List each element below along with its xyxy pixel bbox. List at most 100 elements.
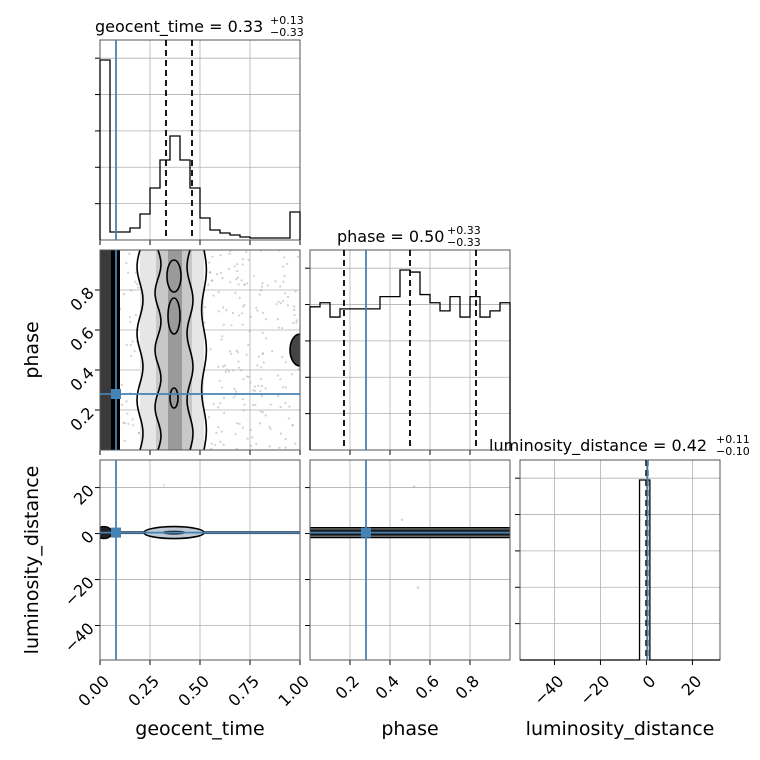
panel-luminosity-distance-vs-geocent-time-yticklabel-2: 0	[77, 527, 98, 548]
panel-phase-vs-geocent-time-point	[245, 282, 249, 285]
panel-phase-vs-geocent-time-point	[120, 383, 123, 386]
panel-phase-vs-geocent-time-point	[227, 370, 231, 373]
panel-phase-vs-geocent-time-plot-area	[100, 250, 300, 450]
panel-phase-vs-geocent-time-point	[275, 303, 278, 306]
panel-phase-vs-geocent-time-point	[249, 381, 252, 384]
panel-phase-vs-geocent-time-point	[128, 252, 131, 255]
panel-phase-vs-geocent-time-point	[261, 331, 264, 334]
panel-phase-vs-geocent-time-point	[243, 283, 246, 286]
panel-phase-vs-geocent-time-point	[255, 306, 258, 310]
panel-phase-vs-geocent-time-point	[230, 324, 233, 327]
panel-phase-vs-geocent-time-point	[269, 427, 272, 431]
panel-phase-vs-geocent-time-yticklabel-0: 0.2	[66, 403, 97, 434]
panel-phase-vs-geocent-time-point	[240, 368, 243, 372]
panel-phase-vs-geocent-time-point	[264, 387, 267, 390]
panel-phase-vs-geocent-time-point	[229, 281, 232, 284]
panel-phase-vs-geocent-time-point	[241, 398, 245, 401]
panel-phase-vs-geocent-time-point	[281, 356, 284, 359]
panel-phase-vs-geocent-time-point	[220, 338, 223, 341]
panel-phase-vs-geocent-time-contour-blob-0	[166, 259, 182, 293]
panel-phase-vs-geocent-time-contour-mid-right	[186, 250, 194, 450]
panel-phase-vs-geocent-time-point	[241, 257, 245, 261]
panel-luminosity-distance-vs-phase-point-1	[416, 586, 420, 589]
panel-phase-vs-geocent-time-point	[247, 375, 251, 378]
panel-phase-vs-geocent-time-point	[242, 305, 245, 308]
panel-phase-vs-geocent-time-point	[122, 293, 126, 296]
panel-phase-vs-geocent-time-point	[260, 289, 263, 292]
panel-phase-vs-geocent-time-point	[248, 330, 251, 333]
panel-phase-vs-geocent-time-point	[245, 375, 249, 378]
panel-phase-vs-geocent-time-point	[208, 271, 211, 274]
hist-luminosity-distance-xticklabel-0: −40	[530, 672, 567, 709]
panel-phase-vs-geocent-time-point	[284, 401, 287, 405]
panel-phase-vs-geocent-time-density-inner	[168, 250, 182, 450]
panel-phase-vs-geocent-time-point	[283, 256, 286, 259]
panel-phase-vs-geocent-time-point	[203, 321, 206, 324]
panel-phase-vs-geocent-time-yticklabel-1: 0.4	[66, 363, 97, 394]
panel-phase-vs-geocent-time-point	[260, 366, 263, 369]
panel-phase-vs-geocent-time-point	[245, 250, 248, 253]
panel-phase-vs-geocent-time-point	[237, 360, 240, 363]
panel-phase-vs-geocent-time-point	[247, 343, 250, 346]
title-phase: phase = 0.50 +0.33 −0.33	[337, 224, 481, 249]
panel-phase-vs-geocent-time-point	[274, 280, 277, 283]
panel-phase-vs-geocent-time-point	[222, 323, 225, 326]
panel-phase-vs-geocent-time-point	[284, 446, 287, 449]
panel-phase-vs-geocent-time-point	[260, 384, 264, 388]
panel-phase-vs-geocent-time-point	[253, 385, 256, 388]
panel-phase-vs-geocent-time-point	[125, 343, 128, 347]
panel-phase-vs-geocent-time: 0.2 0.4 0.6 0.8	[66, 249, 301, 455]
panel-phase-vs-geocent-time-point	[210, 442, 213, 445]
panel-phase-vs-geocent-time-point	[237, 314, 241, 317]
panel-luminosity-distance-vs-phase-point-0	[412, 485, 416, 488]
ylabel-phase: phase	[21, 321, 43, 378]
panel-luminosity-distance-vs-geocent-time-xticklabel-4: 1.00	[274, 672, 313, 711]
panel-phase-vs-geocent-time-contour-blob-1	[167, 297, 181, 335]
panel-phase-vs-geocent-time-point	[295, 321, 298, 324]
panel-phase-vs-geocent-time-point	[134, 280, 137, 283]
panel-phase-vs-geocent-time-point	[265, 337, 268, 340]
panel-phase-vs-geocent-time-point	[129, 343, 133, 347]
panel-phase-vs-geocent-time-point	[293, 314, 296, 317]
panel-phase-vs-geocent-time-point	[130, 354, 133, 358]
panel-phase-vs-geocent-time-point	[291, 373, 294, 376]
panel-phase-vs-geocent-time-point	[281, 326, 284, 330]
panel-phase-vs-geocent-time-point	[249, 429, 252, 432]
panel-phase-vs-geocent-time-point	[279, 378, 282, 381]
panel-phase-vs-geocent-time-point	[279, 406, 282, 409]
panel-phase-vs-geocent-time-point	[131, 340, 134, 343]
panel-phase-vs-geocent-time-point	[228, 350, 232, 353]
panel-phase-vs-geocent-time-point	[277, 326, 280, 329]
panel-phase-vs-geocent-time-point	[253, 389, 257, 392]
panel-phase-vs-geocent-time-point	[225, 368, 228, 371]
panel-phase-vs-geocent-time-point	[235, 278, 238, 281]
panel-phase-vs-geocent-time-point	[241, 426, 245, 429]
title-geocent-time-minus: −0.33	[270, 26, 304, 39]
panel-phase-vs-geocent-time-point	[262, 361, 265, 364]
panel-phase-vs-geocent-time-point	[287, 417, 290, 420]
panel-phase-vs-geocent-time-point	[288, 405, 291, 408]
panel-phase-vs-geocent-time-point	[278, 446, 281, 449]
panel-phase-vs-geocent-time-point	[231, 311, 235, 314]
panel-phase-vs-geocent-time-point	[281, 265, 285, 268]
panel-luminosity-distance-vs-geocent-time-yticklabel-3: 20	[70, 481, 98, 509]
panel-phase-vs-geocent-time-point	[219, 440, 222, 443]
panel-phase-vs-geocent-time-point	[217, 310, 220, 313]
panel-phase-vs-geocent-time-point	[219, 402, 222, 405]
panel-phase-vs-geocent-time-point	[127, 271, 130, 274]
panel-luminosity-distance-vs-phase-xticklabel-0: 0.2	[332, 672, 363, 703]
panel-phase-vs-geocent-time-point	[279, 285, 282, 288]
panel-luminosity-distance-vs-geocent-time-xticklabel-0: 0.00	[74, 672, 113, 711]
panel-phase-vs-geocent-time-point	[237, 283, 240, 286]
panel-phase-vs-geocent-time-point	[256, 364, 259, 367]
panel-phase-vs-geocent-time-point	[296, 255, 300, 258]
panel-phase-vs-geocent-time-point	[217, 291, 220, 294]
panel-phase-vs-geocent-time-point	[125, 262, 128, 265]
panel-phase-vs-geocent-time-point	[242, 378, 245, 381]
panel-luminosity-distance-vs-geocent-time-xticklabel-3: 0.75	[224, 672, 263, 711]
panel-phase-vs-geocent-time-point	[136, 283, 139, 286]
title-phase-text: phase = 0.50	[337, 227, 444, 246]
panel-phase-vs-geocent-time-frame	[99, 249, 301, 451]
panel-phase-vs-geocent-time-point	[120, 403, 124, 406]
